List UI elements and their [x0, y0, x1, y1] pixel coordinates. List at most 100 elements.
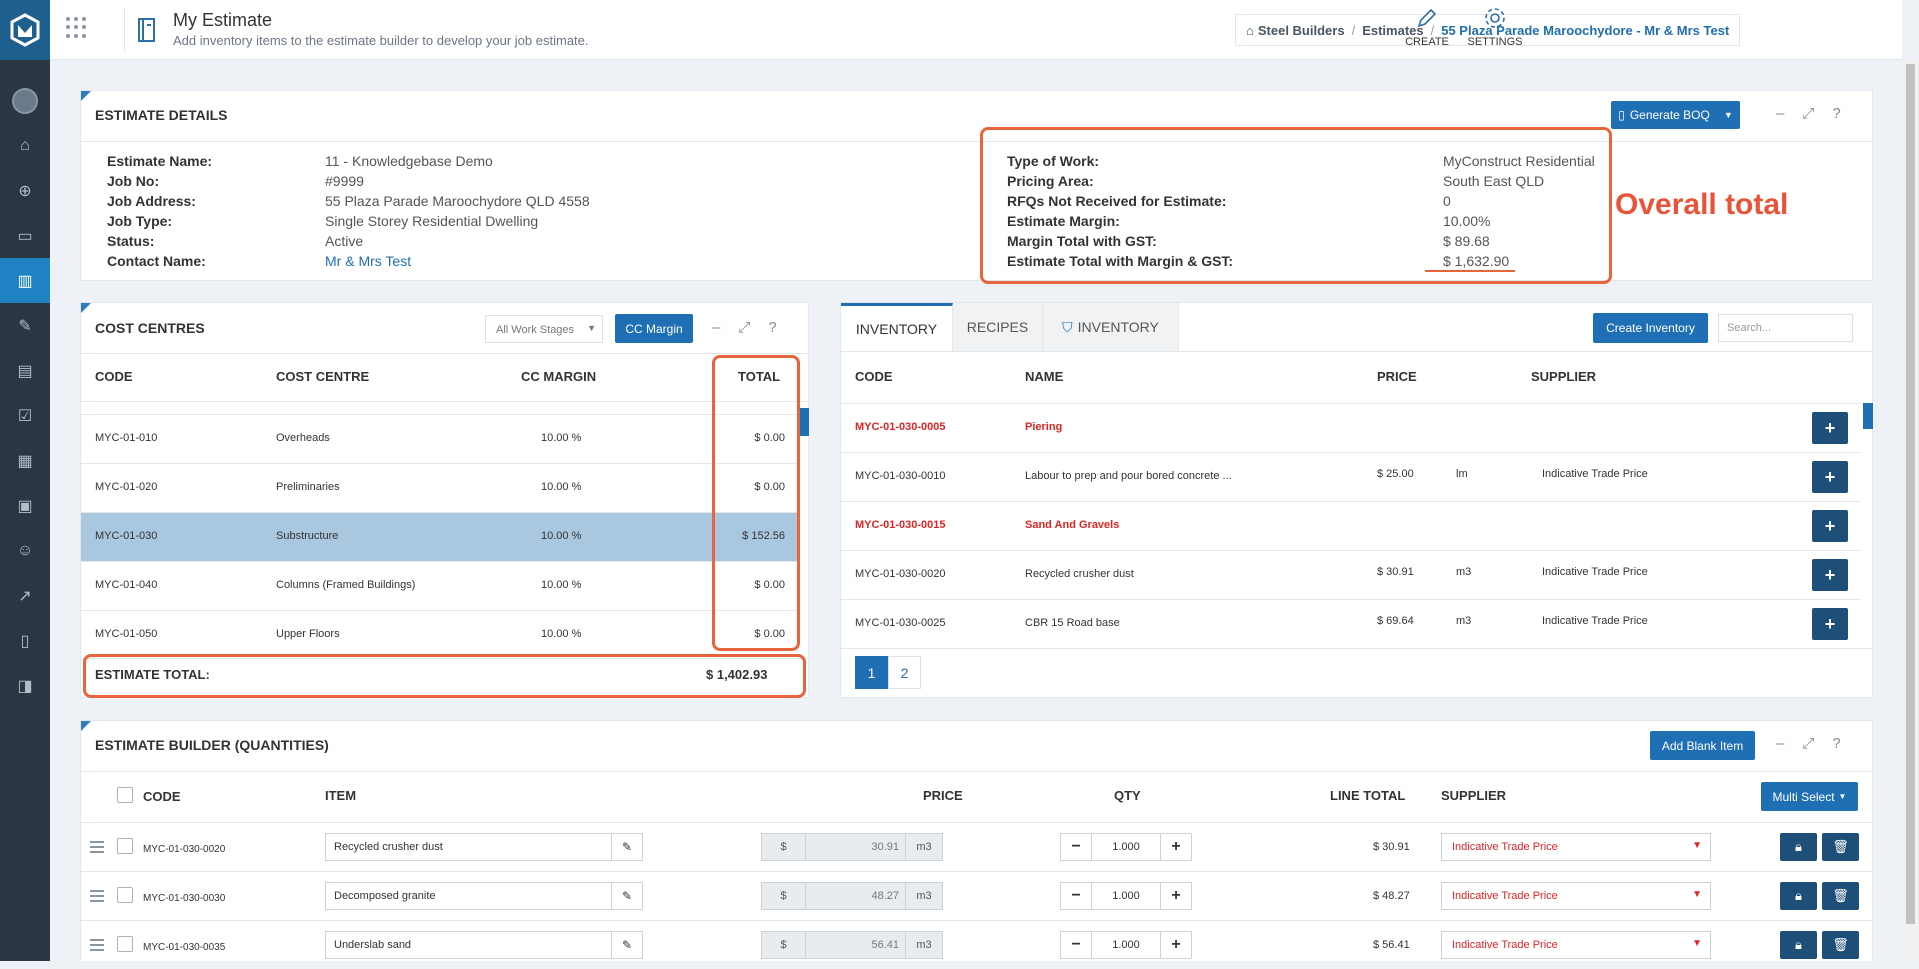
price-input[interactable]: 48.27: [805, 882, 906, 910]
multi-select-button[interactable]: Multi Select ▼: [1761, 782, 1858, 811]
table-row[interactable]: MYC-01-010 Overheads 10.00 % $ 0.00: [81, 414, 799, 463]
table-row-selected[interactable]: MYC-01-030 Substructure 10.00 % $ 152.56: [81, 512, 799, 561]
item-name-input[interactable]: Underslab sand: [325, 931, 612, 959]
increase-qty-button[interactable]: +: [1160, 882, 1192, 910]
item-name-input[interactable]: Decomposed granite: [325, 882, 612, 910]
app-logo[interactable]: [0, 0, 50, 60]
lock-icon[interactable]: 🔒︎: [1780, 882, 1817, 910]
edit-note-icon[interactable]: ✎: [611, 931, 643, 959]
breadcrumb-item-company[interactable]: Steel Builders: [1257, 22, 1345, 38]
inventory-row[interactable]: MYC-01-030-0020 Recycled crusher dust $ …: [841, 550, 1861, 599]
add-item-button[interactable]: +: [1812, 412, 1848, 444]
estimates-icon[interactable]: ▥: [0, 258, 50, 303]
supplier-select[interactable]: Indicative Trade Price ▼: [1441, 882, 1711, 910]
expand-icon[interactable]: ⤢: [1802, 735, 1815, 752]
tab-global-inventory[interactable]: ⛉ INVENTORY: [1043, 303, 1179, 351]
page-2-button[interactable]: 2: [888, 656, 921, 689]
add-item-button[interactable]: +: [1812, 510, 1848, 542]
lock-icon[interactable]: 🔒︎: [1780, 931, 1817, 959]
decrease-qty-button[interactable]: −: [1060, 833, 1092, 861]
trash-icon[interactable]: 🗑︎: [1822, 882, 1859, 910]
inventory-row[interactable]: MYC-01-030-0015 Sand And Gravels +: [841, 501, 1861, 550]
table-scrollbar[interactable]: [799, 408, 809, 436]
generate-boq-button[interactable]: ▯ Generate BOQ ▼: [1611, 101, 1740, 129]
table-scrollbar[interactable]: [1863, 403, 1873, 429]
inventory-row[interactable]: MYC-01-030-0025 CBR 15 Road base $ 69.64…: [841, 599, 1861, 648]
help-icon[interactable]: ?: [768, 319, 777, 336]
building-icon[interactable]: ▦: [17, 452, 33, 470]
drag-handle-icon[interactable]: [90, 841, 104, 856]
calendar-icon[interactable]: ▣: [17, 497, 33, 515]
price-input[interactable]: 56.41: [805, 931, 906, 959]
row-checkbox[interactable]: [117, 936, 133, 952]
page-1-button[interactable]: 1: [855, 656, 888, 689]
user-avatar[interactable]: [0, 78, 50, 123]
code-cell: MYC-01-040: [95, 579, 158, 591]
table-row[interactable]: MYC-01-040 Columns (Framed Buildings) 10…: [81, 561, 799, 610]
home-icon[interactable]: ⌂: [20, 136, 30, 154]
contact-link[interactable]: Mr & Mrs Test: [325, 253, 412, 269]
drag-handle-icon[interactable]: [90, 890, 104, 905]
trash-icon[interactable]: 🗑︎: [1822, 931, 1859, 959]
inventory-row[interactable]: MYC-01-030-0005 Piering +: [841, 403, 1861, 452]
add-blank-item-button[interactable]: Add Blank Item: [1650, 731, 1755, 760]
detail-value: Single Storey Residential Dwelling: [325, 213, 539, 229]
supplier-select[interactable]: Indicative Trade Price ▼: [1441, 931, 1711, 959]
decrease-qty-button[interactable]: −: [1060, 882, 1092, 910]
select-all-checkbox[interactable]: [117, 787, 133, 803]
qty-input[interactable]: 1.000: [1091, 931, 1161, 959]
edit-note-icon[interactable]: ✎: [611, 833, 643, 861]
tab-recipes[interactable]: RECIPES: [953, 303, 1043, 351]
help-icon[interactable]: ?: [1832, 735, 1841, 752]
minimize-icon[interactable]: –: [1776, 735, 1785, 752]
trash-icon[interactable]: 🗑︎: [1822, 833, 1859, 861]
breadcrumb-item-estimates[interactable]: Estimates: [1362, 22, 1424, 38]
target-icon[interactable]: ⊕: [18, 182, 32, 200]
create-button[interactable]: CREATE: [1397, 6, 1457, 48]
row-checkbox[interactable]: [117, 887, 133, 903]
settings-button[interactable]: SETTINGS: [1465, 6, 1525, 48]
add-item-button[interactable]: +: [1812, 559, 1848, 591]
expand-icon[interactable]: ⤢: [738, 319, 751, 336]
breadcrumb-item-current[interactable]: 55 Plaza Parade Maroochydore - Mr & Mrs …: [1441, 22, 1730, 38]
bookmark-icon[interactable]: ◨: [17, 677, 33, 695]
supplier-select[interactable]: Indicative Trade Price ▼: [1441, 833, 1711, 861]
increase-qty-button[interactable]: +: [1160, 833, 1192, 861]
minimize-icon[interactable]: –: [1776, 105, 1785, 122]
page-scrollbar[interactable]: [1902, 60, 1919, 961]
add-item-button[interactable]: +: [1812, 461, 1848, 493]
lock-icon[interactable]: 🔒︎: [1780, 833, 1817, 861]
apps-grid-icon[interactable]: [66, 17, 88, 39]
checklist-icon[interactable]: ☑: [17, 407, 33, 425]
table-row[interactable]: MYC-01-020 Preliminaries 10.00 % $ 0.00: [81, 463, 799, 512]
price-input[interactable]: 30.91: [805, 833, 906, 861]
clipboard-icon[interactable]: ▯: [20, 632, 30, 650]
document-icon[interactable]: ▤: [17, 362, 33, 380]
edit-icon[interactable]: ✎: [18, 317, 32, 335]
briefcase-icon[interactable]: ▭: [17, 227, 33, 245]
inventory-search-input[interactable]: Search...: [1718, 314, 1853, 342]
detail-value: Active: [325, 233, 364, 249]
cc-margin-button[interactable]: CC Margin: [615, 314, 693, 343]
chart-icon[interactable]: ↗: [18, 587, 32, 605]
chevron-down-icon[interactable]: ▼: [1723, 110, 1733, 120]
row-checkbox[interactable]: [117, 838, 133, 854]
drag-handle-icon[interactable]: [90, 939, 104, 954]
minimize-icon[interactable]: –: [712, 319, 721, 336]
increase-qty-button[interactable]: +: [1160, 931, 1192, 959]
work-stage-select[interactable]: All Work Stages ▼: [485, 315, 603, 343]
table-row[interactable]: MYC-01-050 Upper Floors 10.00 % $ 0.00: [81, 610, 799, 659]
decrease-qty-button[interactable]: −: [1060, 931, 1092, 959]
help-icon[interactable]: ?: [1832, 105, 1841, 122]
caret-down-icon: ▼: [1692, 889, 1702, 900]
item-name-input[interactable]: Recycled crusher dust: [325, 833, 612, 861]
qty-input[interactable]: 1.000: [1091, 833, 1161, 861]
expand-icon[interactable]: ⤢: [1802, 105, 1815, 122]
qty-input[interactable]: 1.000: [1091, 882, 1161, 910]
tab-inventory[interactable]: INVENTORY: [841, 303, 953, 351]
user-icon[interactable]: ☺: [16, 541, 34, 559]
create-inventory-button[interactable]: Create Inventory: [1593, 313, 1708, 343]
inventory-row[interactable]: MYC-01-030-0010 Labour to prep and pour …: [841, 452, 1861, 501]
edit-note-icon[interactable]: ✎: [611, 882, 643, 910]
add-item-button[interactable]: +: [1812, 608, 1848, 640]
